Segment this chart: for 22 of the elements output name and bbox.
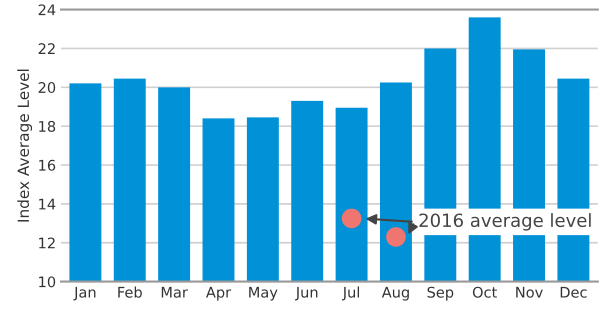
x-tick-label: Apr (206, 286, 232, 301)
y-tick-label: 24 (38, 4, 56, 16)
x-tick-label: May (249, 286, 278, 301)
y-tick-label: 12 (39, 237, 55, 248)
y-tick-label: 16 (39, 160, 56, 171)
x-tick-label: Jul (342, 286, 360, 300)
x-tick-label: Jan (73, 286, 96, 300)
series-label: 2016 average level (419, 213, 591, 231)
y-tick-label: 10 (39, 276, 56, 288)
y-tick-label: 14 (39, 198, 56, 210)
y-tick-label: 18 (39, 120, 56, 132)
x-tick-label: Aug (382, 286, 409, 301)
x-tick-label: Oct (472, 286, 497, 298)
y-tick-label: 22 (38, 43, 55, 54)
x-tick-label: Sep (428, 286, 454, 301)
x-tick-label: Feb (118, 286, 142, 298)
y-axis-title: Index Average Level (17, 70, 32, 222)
x-tick-label: Jun (295, 286, 318, 300)
x-tick-label: Mar (162, 286, 188, 298)
y-tick-label: 20 (38, 82, 56, 94)
x-tick-label: Dec (560, 286, 587, 298)
x-tick-label: Nov (516, 286, 543, 298)
